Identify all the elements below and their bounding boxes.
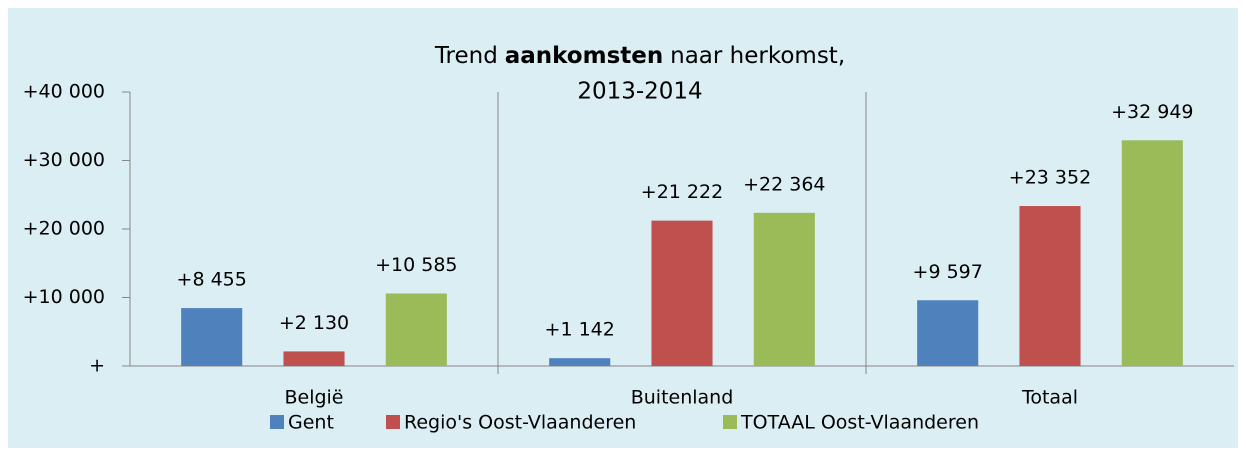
bar (181, 308, 243, 366)
bar (1121, 140, 1183, 366)
y-tick-label: +30 000 (23, 149, 105, 171)
data-label: +8 455 (177, 269, 247, 291)
data-label: +2 130 (279, 312, 349, 334)
data-label: +21 222 (641, 181, 723, 203)
legend-swatch (386, 415, 400, 429)
legend-label: TOTAAL Oost-Vlaanderen (740, 412, 979, 434)
y-tick-label: + (89, 355, 105, 377)
legend-swatch (270, 415, 284, 429)
title-part: aankomsten (505, 43, 664, 69)
bar (917, 300, 979, 366)
y-tick-label: +10 000 (23, 286, 105, 308)
data-label: +32 949 (1111, 101, 1193, 123)
bar (385, 293, 447, 366)
chart-title: Trend aankomsten naar herkomst, (434, 43, 845, 69)
data-label: +1 142 (545, 319, 615, 341)
y-tick-label: +20 000 (23, 218, 105, 240)
chart-title: 2013-2014 (577, 79, 702, 105)
title-part: Trend (434, 43, 498, 69)
x-tick-label: Buitenland (631, 387, 734, 409)
bar (549, 358, 611, 366)
title-part: naar herkomst, (670, 43, 845, 69)
x-tick-label: België (284, 387, 343, 409)
data-label: +22 364 (743, 173, 825, 195)
bar (283, 351, 345, 366)
y-tick-label: +40 000 (23, 81, 105, 103)
x-tick-label: Totaal (1021, 387, 1078, 409)
bar (753, 212, 815, 366)
data-label: +23 352 (1009, 167, 1091, 189)
legend-swatch (723, 415, 737, 429)
bar (651, 220, 713, 366)
legend-label: Gent (288, 412, 334, 434)
bar (1019, 206, 1081, 366)
data-label: +9 597 (913, 261, 983, 283)
legend-label: Regio's Oost-Vlaanderen (404, 412, 636, 434)
data-label: +10 585 (375, 254, 457, 276)
